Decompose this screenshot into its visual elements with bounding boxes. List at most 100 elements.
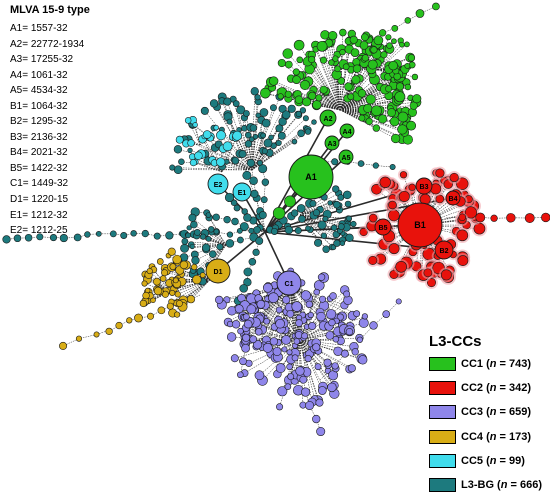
tree-edge <box>323 60 341 111</box>
legend-swatch <box>429 381 456 396</box>
tree-edge <box>195 211 207 214</box>
node <box>239 284 248 293</box>
node <box>389 116 400 127</box>
node <box>346 215 352 222</box>
legend-swatch <box>429 357 456 372</box>
node <box>286 349 293 356</box>
node <box>233 204 241 212</box>
node <box>330 224 338 231</box>
node <box>312 209 321 217</box>
node <box>269 104 277 112</box>
legend-item: CC4 (n = 173) <box>429 425 542 449</box>
node <box>191 263 198 271</box>
tree-edge <box>299 339 323 391</box>
node <box>313 288 320 296</box>
node <box>216 157 226 167</box>
node <box>187 139 195 147</box>
node <box>386 42 393 49</box>
tree-edge <box>195 161 223 173</box>
tree-edge <box>221 135 238 173</box>
major-node-a2 <box>319 109 337 127</box>
node <box>277 93 284 100</box>
node <box>249 136 255 142</box>
node <box>305 300 313 309</box>
node <box>146 268 153 275</box>
node <box>506 213 516 223</box>
node <box>13 234 22 243</box>
node <box>301 387 311 397</box>
node <box>226 118 233 125</box>
node <box>231 156 240 165</box>
node <box>261 178 270 186</box>
node <box>200 106 209 115</box>
node <box>367 59 378 70</box>
node <box>397 124 408 135</box>
node <box>331 362 339 370</box>
node <box>130 230 137 237</box>
node <box>361 313 368 320</box>
major-node-a1 <box>288 154 334 200</box>
mlva-entry: B1= 1064-32 <box>10 100 68 112</box>
node <box>368 213 378 223</box>
tree-edge <box>318 97 341 111</box>
node <box>395 298 402 305</box>
node <box>357 160 365 167</box>
node <box>333 239 341 247</box>
node <box>275 363 286 373</box>
node-label: D1 <box>214 269 223 276</box>
major-node-b3 <box>415 177 433 195</box>
tree-edge <box>87 233 99 235</box>
node <box>172 277 179 284</box>
node <box>287 104 296 113</box>
tree-edge <box>194 124 201 146</box>
major-node-b2 <box>434 240 454 260</box>
tree-edge <box>251 91 256 171</box>
node <box>292 68 300 76</box>
node <box>169 263 177 271</box>
node <box>230 354 239 363</box>
node <box>243 213 252 222</box>
node <box>412 94 422 104</box>
node <box>456 229 469 242</box>
tree-edge <box>289 284 325 306</box>
node <box>255 112 261 118</box>
tree-edge <box>287 53 341 111</box>
major-node-c1 <box>276 270 302 296</box>
tree-edge <box>221 146 228 173</box>
tree-edge <box>192 217 227 246</box>
node <box>396 82 405 91</box>
node <box>252 133 259 140</box>
tree-edge <box>298 339 301 391</box>
tree-edge <box>323 45 341 111</box>
node <box>315 398 324 407</box>
node <box>120 232 128 239</box>
node <box>297 129 305 138</box>
node <box>59 341 68 350</box>
tree-edge <box>289 284 342 326</box>
node <box>399 171 408 179</box>
mlva-entry: E2= 1212-25 <box>10 225 68 237</box>
node <box>312 414 321 424</box>
major-node-b5 <box>374 218 392 236</box>
node <box>353 310 361 318</box>
node <box>242 313 250 321</box>
node <box>254 94 261 101</box>
tree-edge <box>339 80 342 111</box>
node <box>411 73 419 81</box>
node <box>239 357 247 366</box>
node <box>256 299 266 309</box>
node <box>49 233 58 242</box>
node <box>343 295 353 305</box>
major-node-d1 <box>205 258 231 284</box>
node <box>257 160 263 166</box>
tree-edge <box>290 78 341 111</box>
node <box>246 304 257 315</box>
tree-edge <box>315 49 341 111</box>
node <box>231 217 239 226</box>
node <box>415 9 425 18</box>
node <box>370 46 378 54</box>
node-label: B2 <box>440 248 449 255</box>
node <box>268 134 274 141</box>
node <box>277 58 286 68</box>
tree-edge <box>245 284 291 343</box>
